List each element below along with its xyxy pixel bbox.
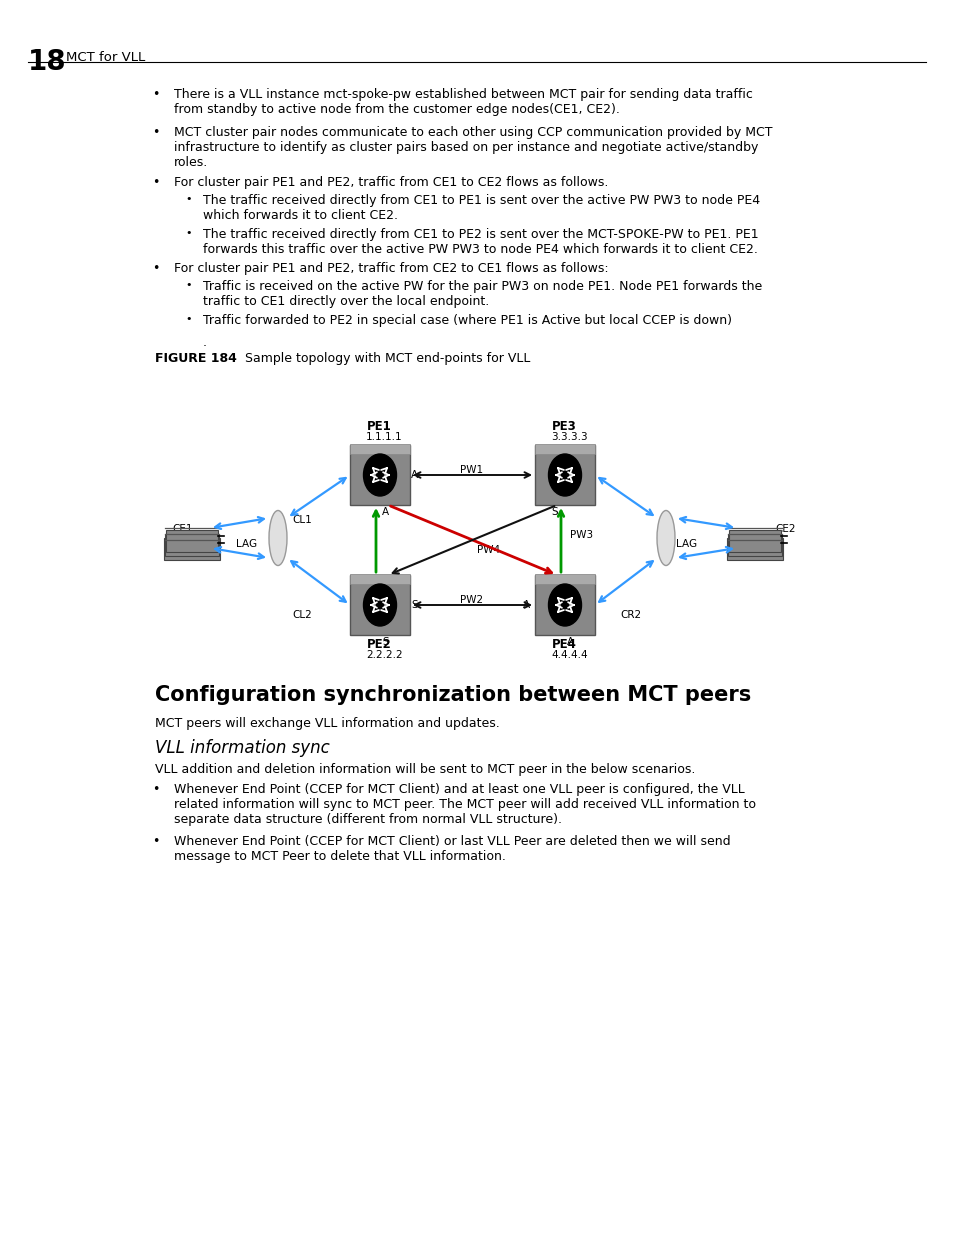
Text: •: • (185, 280, 192, 290)
Text: PE4: PE4 (552, 638, 577, 651)
Text: A: A (522, 600, 530, 610)
FancyBboxPatch shape (350, 573, 410, 584)
FancyBboxPatch shape (535, 445, 595, 505)
Ellipse shape (548, 584, 581, 626)
Text: A: A (566, 637, 574, 647)
Text: Traffic forwarded to PE2 in special case (where PE1 is Active but local CCEP is : Traffic forwarded to PE2 in special case… (203, 314, 731, 327)
Text: PE2: PE2 (367, 638, 392, 651)
Text: LAG: LAG (676, 538, 697, 550)
Text: 4.4.4.4: 4.4.4.4 (551, 650, 587, 659)
Text: •: • (152, 177, 159, 189)
Ellipse shape (363, 584, 396, 626)
FancyBboxPatch shape (535, 576, 595, 635)
Text: •: • (185, 194, 192, 204)
Text: 2.2.2.2: 2.2.2.2 (366, 650, 402, 659)
Text: CE2: CE2 (774, 524, 795, 534)
Text: FIGURE 184: FIGURE 184 (154, 352, 236, 366)
Text: PE3: PE3 (552, 420, 577, 433)
Text: •: • (152, 835, 159, 848)
Text: •: • (152, 126, 159, 140)
Text: Configuration synchronization between MCT peers: Configuration synchronization between MC… (154, 685, 750, 705)
Ellipse shape (548, 454, 581, 496)
Text: A: A (381, 508, 389, 517)
Text: MCT cluster pair nodes communicate to each other using CCP communication provide: MCT cluster pair nodes communicate to ea… (173, 126, 772, 169)
Text: •: • (152, 783, 159, 797)
FancyBboxPatch shape (166, 530, 217, 552)
FancyBboxPatch shape (350, 576, 410, 635)
FancyBboxPatch shape (350, 445, 410, 505)
Text: Traffic is received on the active PW for the pair PW3 on node PE1. Node PE1 forw: Traffic is received on the active PW for… (203, 280, 761, 308)
Text: 18: 18 (28, 48, 67, 77)
Text: CR2: CR2 (619, 610, 640, 620)
Text: .: . (203, 336, 207, 350)
Text: The traffic received directly from CE1 to PE2 is sent over the MCT-SPOKE-PW to P: The traffic received directly from CE1 t… (203, 228, 758, 256)
Text: For cluster pair PE1 and PE2, traffic from CE1 to CE2 flows as follows.: For cluster pair PE1 and PE2, traffic fr… (173, 177, 608, 189)
Text: MCT for VLL: MCT for VLL (66, 51, 145, 64)
Text: CL1: CL1 (292, 515, 312, 525)
Text: PW4: PW4 (476, 545, 499, 555)
FancyBboxPatch shape (535, 443, 595, 454)
Text: The traffic received directly from CE1 to PE1 is sent over the active PW PW3 to : The traffic received directly from CE1 t… (203, 194, 760, 222)
FancyBboxPatch shape (726, 538, 782, 559)
FancyBboxPatch shape (350, 443, 410, 454)
Text: MCT peers will exchange VLL information and updates.: MCT peers will exchange VLL information … (154, 718, 499, 730)
FancyBboxPatch shape (727, 534, 781, 556)
Text: •: • (185, 228, 192, 238)
FancyBboxPatch shape (165, 534, 218, 556)
Text: •: • (185, 314, 192, 324)
Text: •: • (152, 262, 159, 275)
Text: S: S (381, 637, 388, 647)
Text: LAG: LAG (235, 538, 257, 550)
Text: CE1: CE1 (172, 524, 193, 534)
Text: •: • (152, 88, 159, 101)
Text: There is a VLL instance mct-spoke-pw established between MCT pair for sending da: There is a VLL instance mct-spoke-pw est… (173, 88, 752, 116)
Text: Whenever End Point (CCEP for MCT Client) or last VLL Peer are deleted then we wi: Whenever End Point (CCEP for MCT Client)… (173, 835, 730, 863)
Text: VLL addition and deletion information will be sent to MCT peer in the below scen: VLL addition and deletion information wi… (154, 763, 695, 776)
Ellipse shape (363, 454, 396, 496)
Text: PW1: PW1 (459, 466, 482, 475)
Text: VLL information sync: VLL information sync (154, 739, 330, 757)
Text: A: A (411, 471, 417, 480)
FancyBboxPatch shape (164, 538, 220, 559)
Ellipse shape (269, 510, 287, 566)
Text: 1.1.1.1: 1.1.1.1 (366, 432, 402, 442)
FancyBboxPatch shape (535, 573, 595, 584)
Text: For cluster pair PE1 and PE2, traffic from CE2 to CE1 flows as follows:: For cluster pair PE1 and PE2, traffic fr… (173, 262, 608, 275)
Text: S: S (411, 600, 417, 610)
Text: Whenever End Point (CCEP for MCT Client) and at least one VLL peer is configured: Whenever End Point (CCEP for MCT Client)… (173, 783, 755, 826)
Text: CL2: CL2 (292, 610, 312, 620)
Text: Sample topology with MCT end-points for VLL: Sample topology with MCT end-points for … (233, 352, 530, 366)
Text: PE1: PE1 (367, 420, 392, 433)
Text: PW3: PW3 (569, 530, 593, 540)
Ellipse shape (657, 510, 675, 566)
Text: S: S (551, 508, 558, 517)
Text: PW2: PW2 (459, 595, 482, 605)
Text: 3.3.3.3: 3.3.3.3 (551, 432, 587, 442)
FancyBboxPatch shape (729, 530, 780, 552)
